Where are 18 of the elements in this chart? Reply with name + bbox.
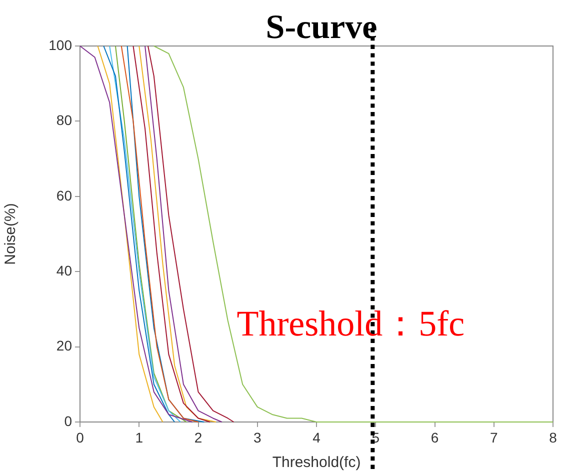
x-tick-label: 2 bbox=[194, 429, 202, 446]
y-tick-label: 60 bbox=[56, 187, 72, 204]
y-tick-label: 80 bbox=[56, 112, 72, 128]
chart-title: S-curve bbox=[266, 8, 378, 46]
ref-line-label: Threshold：5fc bbox=[236, 303, 465, 344]
x-tick-label: 7 bbox=[490, 429, 498, 446]
y-axis-title: Noise(%) bbox=[2, 203, 20, 265]
y-tick-label: 20 bbox=[56, 338, 72, 354]
x-axis-title: Threshold(fc) bbox=[272, 454, 361, 472]
x-tick-label: 1 bbox=[135, 429, 144, 446]
x-tick-label: 4 bbox=[312, 429, 321, 446]
y-tick-label: 40 bbox=[56, 262, 72, 278]
y-tick-label: 0 bbox=[64, 412, 72, 429]
x-tick-label: 8 bbox=[549, 429, 558, 446]
x-tick-label: 0 bbox=[76, 429, 84, 446]
x-tick-label: 3 bbox=[253, 429, 262, 446]
x-tick-label: 6 bbox=[430, 429, 439, 446]
y-tick-label: 100 bbox=[48, 36, 72, 53]
